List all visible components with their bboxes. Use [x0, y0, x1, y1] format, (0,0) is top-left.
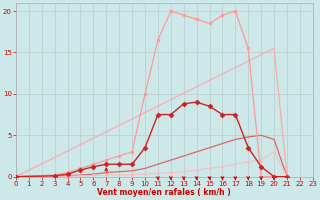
X-axis label: Vent moyen/en rafales ( km/h ): Vent moyen/en rafales ( km/h ) — [98, 188, 231, 197]
